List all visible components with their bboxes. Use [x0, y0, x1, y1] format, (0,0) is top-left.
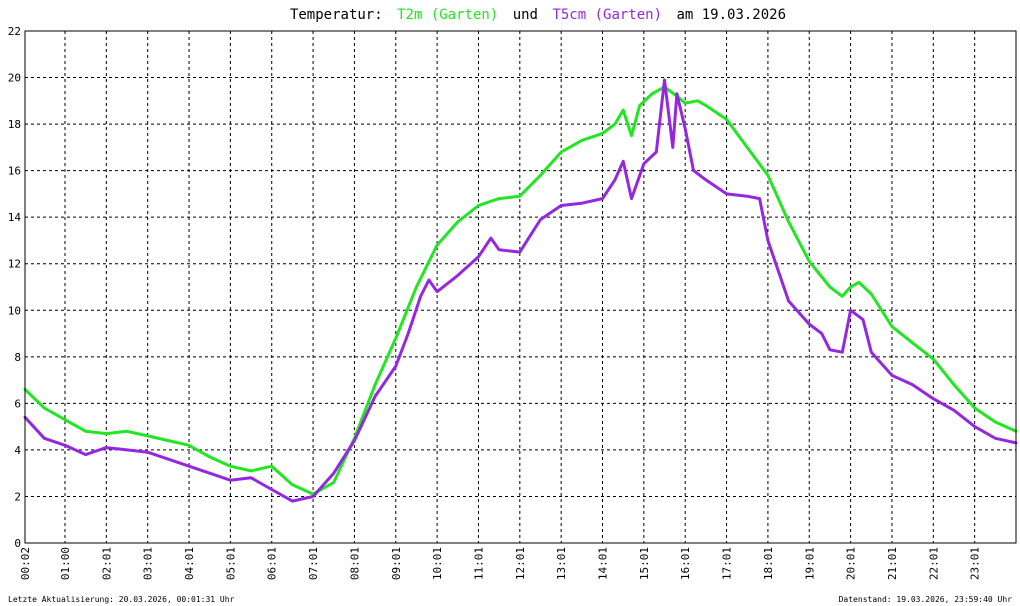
y-tick-label: 0: [14, 537, 21, 550]
x-tick-label: 20:01: [845, 547, 858, 580]
x-tick-label: 08:01: [348, 547, 361, 580]
chart-title: Temperatur: T2m (Garten) und T5cm (Garte…: [290, 7, 786, 23]
x-tick-label: 06:01: [266, 547, 279, 580]
x-tick-label: 01:00: [59, 547, 72, 580]
x-tick-label: 19:01: [803, 547, 816, 580]
x-tick-label: 04:01: [183, 547, 196, 580]
y-tick-label: 6: [14, 397, 21, 410]
x-tick-label: 21:01: [886, 547, 899, 580]
x-tick-label: 10:01: [431, 547, 444, 580]
plot-frame: [24, 30, 1017, 544]
y-axis-ticks: 0 2 4 6 8 10 12 14 16 18 20 22: [8, 25, 22, 550]
y-tick-label: 10: [8, 304, 21, 317]
y-tick-label: 4: [14, 444, 21, 457]
title-mid: und: [513, 7, 538, 23]
y-tick-label: 22: [8, 25, 21, 38]
x-tick-label: 16:01: [679, 547, 692, 580]
series-lines: [23, 78, 1018, 503]
y-tick-label: 18: [8, 118, 21, 131]
x-tick-label: 02:01: [100, 547, 113, 580]
x-tick-label: 23:01: [969, 547, 982, 580]
title-series-t5cm: T5cm (Garten): [552, 7, 662, 23]
x-tick-label: 18:01: [762, 547, 775, 580]
x-tick-label: 13:01: [555, 547, 568, 580]
y-tick-label: 20: [8, 72, 21, 85]
x-tick-label: 12:01: [514, 547, 527, 580]
series-line-t5cm: [23, 78, 1018, 503]
y-tick-label: 8: [14, 351, 21, 364]
grid: [25, 31, 1016, 543]
title-prefix: Temperatur:: [290, 7, 383, 23]
y-tick-label: 12: [8, 258, 21, 271]
title-suffix: am 19.03.2026: [676, 7, 786, 23]
y-tick-label: 2: [14, 490, 21, 503]
x-tick-label: 05:01: [224, 547, 237, 580]
y-tick-label: 14: [8, 211, 22, 224]
x-tick-label: 09:01: [390, 547, 403, 580]
footer-data-timestamp: Datenstand: 19.03.2026, 23:59:40 Uhr: [839, 595, 1013, 604]
x-tick-label: 22:01: [927, 547, 940, 580]
x-tick-label: 03:01: [142, 547, 155, 580]
x-tick-label: 07:01: [307, 547, 320, 580]
x-tick-label: 15:01: [638, 547, 651, 580]
footer-last-update: Letzte Aktualisierung: 20.03.2026, 00:01…: [8, 595, 235, 604]
series-line-t2m: [23, 85, 1018, 496]
x-tick-label: 17:01: [721, 547, 734, 580]
x-axis-ticks: 00:02 01:00 02:01 03:01 04:01 05:01 06:01 07:01…: [19, 547, 982, 580]
x-tick-label: 14:01: [597, 547, 610, 580]
title-series-t2m: T2m (Garten): [397, 7, 498, 23]
x-tick-label: 00:02: [19, 547, 32, 580]
x-tick-label: 11:01: [472, 547, 485, 580]
y-tick-label: 16: [8, 165, 21, 178]
